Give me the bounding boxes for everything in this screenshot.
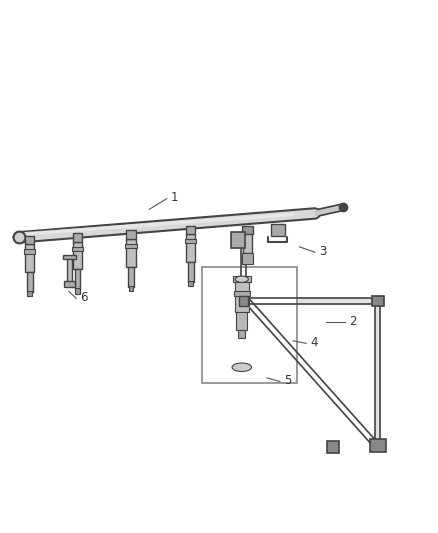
Bar (75, 269, 81, 289)
Bar (370, 439, 386, 452)
Bar (242, 225, 253, 233)
Bar (25, 244, 35, 272)
Bar (64, 255, 76, 259)
Ellipse shape (232, 363, 251, 372)
Bar (242, 253, 253, 264)
Bar (73, 241, 82, 269)
Bar (129, 286, 134, 291)
Bar (271, 224, 285, 236)
Bar (236, 312, 247, 330)
Bar (25, 236, 35, 244)
Ellipse shape (235, 276, 248, 282)
Text: 1: 1 (171, 191, 179, 204)
Bar (235, 282, 249, 312)
Bar (73, 233, 82, 241)
Text: 3: 3 (319, 245, 326, 257)
Bar (64, 281, 75, 287)
Bar (126, 230, 136, 239)
Bar (243, 229, 252, 253)
Bar (75, 288, 80, 294)
Bar (72, 247, 83, 251)
Bar (201, 266, 297, 383)
Text: 6: 6 (81, 291, 88, 304)
Bar (27, 272, 32, 292)
Text: 4: 4 (311, 336, 318, 349)
Bar (372, 296, 384, 306)
Bar (126, 239, 136, 266)
Bar (24, 249, 35, 254)
Bar (233, 276, 251, 282)
Bar (188, 262, 194, 282)
Bar (185, 239, 196, 244)
Bar (186, 234, 195, 262)
Text: 5: 5 (284, 374, 292, 387)
Bar (238, 329, 245, 337)
Bar (128, 266, 134, 287)
Bar (125, 244, 137, 248)
Bar (327, 441, 339, 453)
Bar (231, 231, 245, 248)
Bar (234, 292, 250, 295)
Bar (188, 281, 193, 286)
Bar (67, 259, 72, 282)
Bar (27, 291, 32, 296)
Bar (186, 225, 195, 234)
Text: 2: 2 (350, 314, 357, 328)
Bar (240, 296, 248, 306)
